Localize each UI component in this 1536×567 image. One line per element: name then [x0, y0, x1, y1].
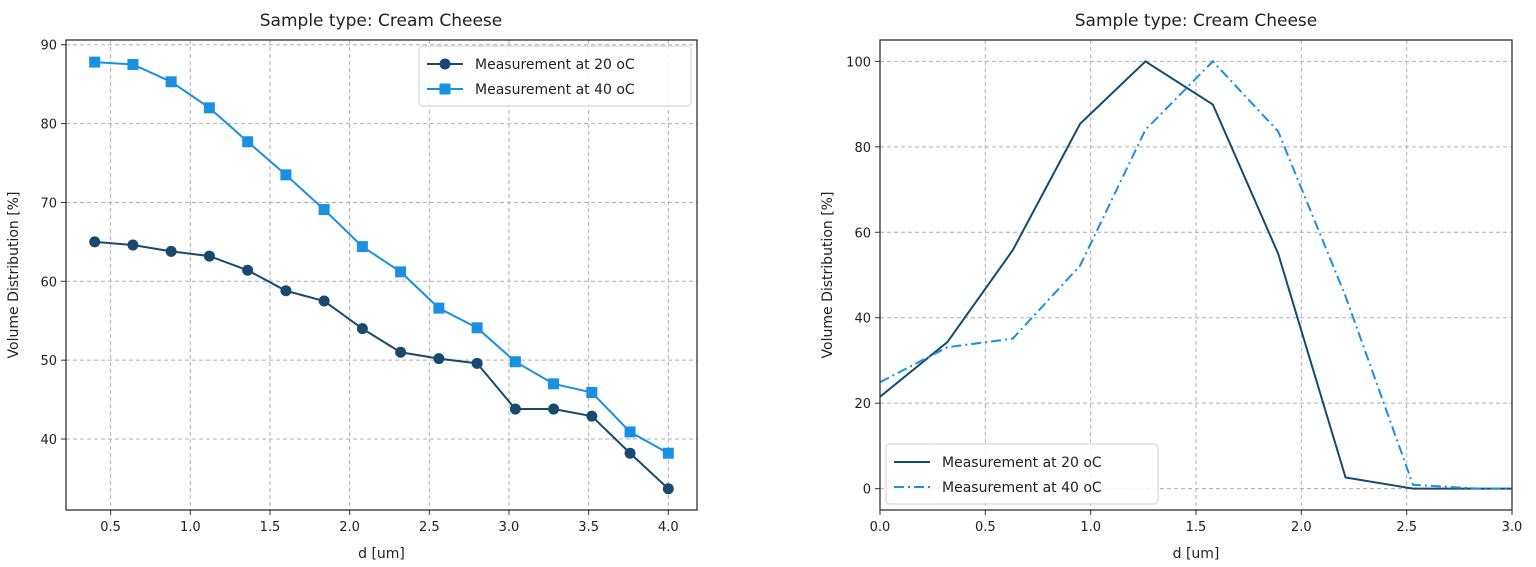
y-tick-label: 70	[40, 196, 57, 211]
legend-label: Measurement at 20 oC	[942, 455, 1102, 471]
x-tick-label: 1.5	[1186, 520, 1207, 535]
x-tick-label: 0.0	[870, 520, 891, 535]
y-tick-label: 40	[854, 312, 871, 327]
y-tick-label: 90	[40, 39, 57, 54]
x-tick-label: 3.5	[578, 520, 599, 535]
data-point	[127, 239, 139, 251]
x-tick-label: 2.5	[419, 520, 440, 535]
legend-marker	[439, 83, 451, 95]
x-tick-label: 2.0	[339, 520, 360, 535]
y-tick-label: 20	[854, 397, 871, 412]
legend-label: Measurement at 40 oC	[475, 82, 635, 98]
x-tick-label: 3.0	[499, 520, 520, 535]
data-point	[509, 403, 521, 415]
data-point	[433, 302, 445, 314]
x-tick-label: 2.5	[1396, 520, 1417, 535]
legend-label: Measurement at 20 oC	[475, 57, 635, 73]
data-point	[586, 410, 598, 422]
data-point	[356, 241, 368, 253]
data-point	[624, 426, 636, 438]
x-axis-label: d [um]	[1173, 546, 1220, 562]
data-point	[165, 76, 177, 88]
y-tick-label: 40	[40, 433, 57, 448]
data-point	[203, 102, 215, 114]
x-tick-label: 1.0	[180, 520, 201, 535]
x-tick-label: 1.0	[1080, 520, 1101, 535]
data-point	[318, 295, 330, 307]
data-point	[509, 356, 521, 368]
data-point	[242, 136, 254, 148]
series-line	[879, 59, 1512, 490]
data-point	[548, 378, 560, 390]
y-axis-label: Volume Distribution [%]	[820, 192, 836, 359]
data-point	[356, 323, 368, 335]
data-point	[548, 403, 560, 415]
left-chart-title: Sample type: Cream Cheese	[260, 11, 502, 31]
data-point	[242, 264, 254, 276]
x-tick-label: 4.0	[658, 520, 679, 535]
x-tick-label: 3.0	[1502, 520, 1523, 535]
data-point	[280, 285, 292, 297]
x-axis-label: d [um]	[358, 546, 405, 562]
x-tick-label: 1.5	[260, 520, 281, 535]
data-point	[395, 346, 407, 358]
legend-marker	[439, 58, 451, 70]
chart-right: 0.0 0.5 1.0 1.5 2.0 2.5 3.0 0 20 40 60 80 100 d [um] V…	[820, 39, 1523, 562]
y-tick-label: 80	[854, 141, 871, 156]
data-point	[127, 58, 139, 70]
series-line	[879, 60, 1512, 490]
data-point	[662, 447, 674, 459]
x-tick-label: 2.0	[1291, 520, 1312, 535]
legend: Measurement at 20 oC Measurement at 40 oC	[418, 45, 692, 107]
series-line	[94, 61, 669, 455]
data-point	[471, 357, 483, 369]
data-point	[165, 245, 177, 257]
legend: Measurement at 20 oC Measurement at 40 oC	[885, 443, 1159, 505]
data-point	[203, 250, 215, 262]
data-point	[624, 447, 636, 459]
y-axis-label: Volume Distribution [%]	[6, 192, 22, 359]
data-point	[280, 169, 292, 181]
x-tick-label: 0.5	[975, 520, 996, 535]
data-point	[433, 353, 445, 365]
y-tick-label: 0	[863, 483, 871, 498]
y-tick-label: 60	[40, 275, 57, 290]
data-point	[395, 266, 407, 278]
legend-box	[418, 45, 692, 107]
legend-box	[885, 443, 1159, 505]
y-tick-label: 50	[40, 354, 57, 369]
right-chart-title: Sample type: Cream Cheese	[1075, 11, 1317, 31]
chart-left: 0.5 1.0 1.5 2.0 2.5 3.0 3.5 4.0 40 50 60 70 80 90 d [u…	[6, 39, 698, 562]
legend-label: Measurement at 40 oC	[942, 480, 1102, 496]
axes-frame	[879, 39, 1513, 511]
y-tick-label: 60	[854, 226, 871, 241]
data-point	[89, 56, 101, 68]
series-line	[94, 240, 669, 490]
y-tick-label: 100	[846, 55, 871, 70]
data-point	[586, 387, 598, 398]
data-point	[318, 204, 330, 216]
data-point	[471, 322, 483, 334]
y-tick-label: 80	[40, 118, 57, 133]
data-point	[89, 236, 101, 248]
data-point	[662, 483, 674, 495]
x-tick-label: 0.5	[100, 520, 121, 535]
axes-frame	[65, 39, 698, 511]
